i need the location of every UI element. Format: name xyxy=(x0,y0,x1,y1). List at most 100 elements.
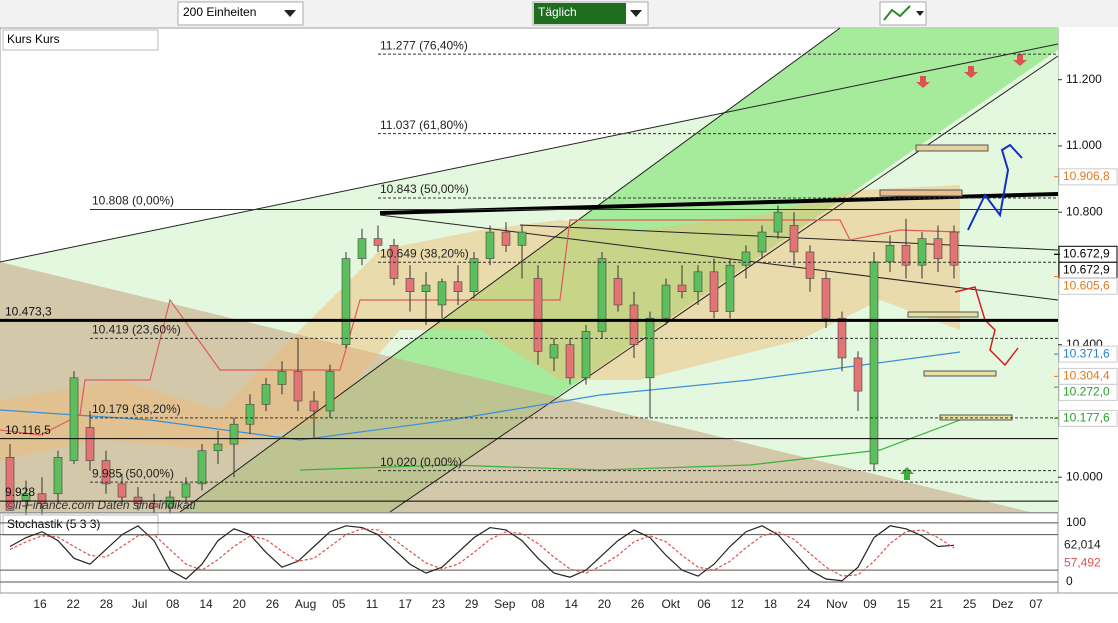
candle-body xyxy=(533,278,543,352)
stoch-line xyxy=(9,525,955,582)
candle-body xyxy=(277,370,287,385)
x-tick-label: 25 xyxy=(963,597,977,611)
x-tick-label: 17 xyxy=(399,597,413,611)
stoch-line xyxy=(9,528,955,577)
x-tick-label: 16 xyxy=(33,597,47,611)
candle-body xyxy=(725,264,735,312)
candle-body xyxy=(181,483,191,498)
x-tick-label: 28 xyxy=(100,597,114,611)
fib-label: 10.179 (38,20%) xyxy=(92,402,181,416)
candle-body xyxy=(101,460,111,485)
x-tick-label: 11 xyxy=(366,597,379,611)
candle-body xyxy=(293,370,303,402)
x-tick-label: 14 xyxy=(199,597,213,611)
candle-body xyxy=(197,450,207,485)
candle-body xyxy=(437,281,447,306)
value-label: 10.177,6 xyxy=(1063,411,1110,425)
x-tick-label: 14 xyxy=(565,597,579,611)
level-label: 9.928 xyxy=(5,485,35,499)
x-tick-label: Nov xyxy=(826,597,847,611)
fib-label: 10.649 (38,20%) xyxy=(380,246,469,260)
candle-body xyxy=(485,231,495,259)
dropdown-arrow xyxy=(284,10,296,17)
trend-line xyxy=(389,55,1059,513)
x-tick-label: 29 xyxy=(465,597,479,611)
panel-title: Stochastik (5 3 3) xyxy=(7,517,100,531)
units-dropdown[interactable] xyxy=(177,1,304,26)
value-label: 10.605,6 xyxy=(1063,278,1110,292)
marker-box xyxy=(923,370,997,377)
units-text: 200 Einheiten xyxy=(183,5,256,19)
candle-body xyxy=(85,427,95,461)
x-tick-label: 18 xyxy=(764,597,778,611)
x-tick-label: Sep xyxy=(494,597,516,611)
candle-body xyxy=(405,278,415,292)
candle-body xyxy=(53,457,63,495)
marker-box xyxy=(915,144,989,152)
fib-label: 10.020 (0,00%) xyxy=(380,455,462,469)
x-tick-label: Jul xyxy=(132,597,147,611)
x-tick-label: 15 xyxy=(897,597,911,611)
candle-body xyxy=(325,370,335,412)
arrow-down xyxy=(916,76,930,88)
arrow-down xyxy=(964,66,978,78)
candle-body xyxy=(597,258,607,332)
x-tick-label: Aug xyxy=(295,597,316,611)
candle-body xyxy=(613,278,623,306)
value-label: 57,492 xyxy=(1064,555,1101,569)
value-label: 10.906,8 xyxy=(1063,169,1110,183)
candle-body xyxy=(629,304,639,346)
fib-label: 11.037 (61,80%) xyxy=(380,118,468,132)
candle-body xyxy=(885,245,895,263)
x-tick-label: 20 xyxy=(233,597,247,611)
level-label: 10.116,5 xyxy=(5,423,51,437)
dropdown-arrow xyxy=(630,10,642,17)
candle-body xyxy=(357,238,367,259)
trend-line xyxy=(379,214,1059,301)
candle-body xyxy=(501,231,511,246)
candle-body xyxy=(213,443,223,452)
x-tick-label: 20 xyxy=(598,597,612,611)
candle-body xyxy=(709,271,719,312)
chart-icon xyxy=(883,5,911,21)
x-tick-label: 06 xyxy=(697,597,711,611)
candle-body xyxy=(565,344,575,379)
candle-body xyxy=(805,251,815,279)
value-box xyxy=(1058,345,1118,363)
fib-label: 9.985 (50,00%) xyxy=(92,466,174,480)
panel-header xyxy=(2,29,159,51)
x-tick-label: 26 xyxy=(266,597,280,611)
watermark: ©II-Finance.com Daten sind indikati xyxy=(6,498,196,512)
fib-label: 11.277 (76,40%) xyxy=(380,38,468,52)
y-tick-label: 100 xyxy=(1066,515,1086,529)
marker-box xyxy=(879,189,963,197)
trend-line xyxy=(0,43,1059,263)
value-box xyxy=(1058,168,1118,186)
cloud xyxy=(0,185,960,460)
candle-body xyxy=(949,231,959,266)
candle-body xyxy=(261,384,271,405)
candle-body xyxy=(229,423,239,445)
drawing xyxy=(967,143,1023,231)
candle-body xyxy=(469,258,479,292)
candle-body xyxy=(165,496,175,508)
candle-body xyxy=(373,238,383,246)
candle-body xyxy=(917,238,927,266)
value-box xyxy=(1058,409,1118,427)
value-label: 10.371,6 xyxy=(1063,346,1110,360)
y-tick-label: 11.000 xyxy=(1066,138,1102,152)
fib-label: 10.419 (23,60%) xyxy=(92,323,181,337)
x-tick-label: 23 xyxy=(432,597,446,611)
candle-body xyxy=(309,400,319,412)
dropdown-arrow xyxy=(916,11,924,16)
fib-label: 10.843 (50,00%) xyxy=(380,182,469,196)
interval-text: Täglich xyxy=(538,5,577,19)
moving-average xyxy=(299,419,961,471)
fib-label: 10.808 (0,00%) xyxy=(92,194,174,208)
candle-body xyxy=(853,357,863,392)
x-tick-label: 08 xyxy=(166,597,180,611)
value-label: 10.672,9 xyxy=(1063,262,1110,276)
value-box xyxy=(1058,383,1118,401)
candle-body xyxy=(149,503,159,508)
